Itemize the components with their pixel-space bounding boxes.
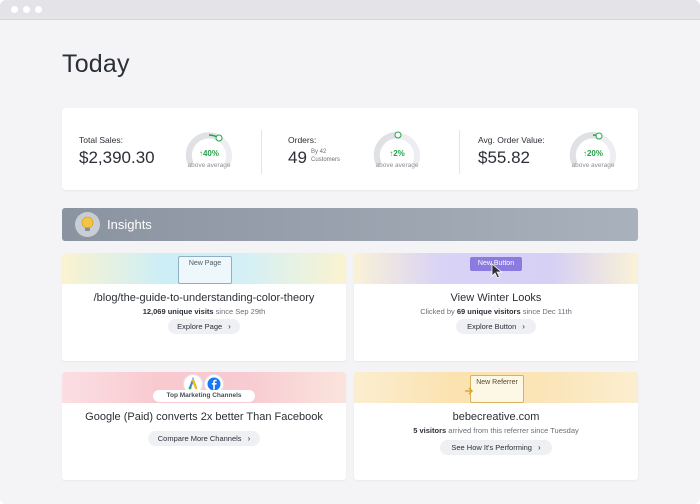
window-dot[interactable] [35, 6, 42, 13]
gauge-ring [185, 132, 232, 165]
stat-label: Orders: [288, 135, 317, 145]
gauge-percent: ↑20% [582, 149, 603, 158]
stat-label: Total Sales: [79, 135, 123, 145]
gauge: ↑20% above average [568, 130, 618, 180]
stat-sub-line: By 42 [311, 149, 327, 155]
card-banner: New Referrer [354, 372, 638, 403]
badge-top-marketing-channels: Top Marketing Channels [153, 390, 255, 402]
card-banner: New Button [354, 253, 638, 284]
page-title: Today [62, 50, 130, 78]
chevron-right-icon: › [228, 322, 231, 331]
divider [459, 130, 460, 174]
explore-page-button[interactable]: Explore Page › [168, 319, 240, 334]
arrow-right-icon [465, 387, 474, 395]
stat-label: Avg. Order Value: [478, 135, 545, 145]
arrow-up-icon: ↑ [198, 149, 203, 158]
chevron-right-icon: › [537, 443, 541, 452]
arrow-up-icon: ↑ [389, 149, 394, 158]
card-title: bebecreative.com [452, 411, 540, 423]
gauge-ring [373, 131, 420, 165]
compare-more-channels-button[interactable]: Compare More Channels › [148, 431, 260, 446]
insight-card-referrer[interactable]: New Referrer bebecreative.com 5 visitors… [354, 372, 638, 480]
stat-sub: By 42 Customers [311, 149, 340, 164]
insight-card-button[interactable]: New Button View Winter Looks Clicked by … [354, 253, 638, 361]
badge-label: New Page [188, 260, 222, 267]
stat-value: $55.82 [478, 148, 530, 167]
arrow-up-icon: ↑ [582, 149, 587, 158]
badge-label: New Button [477, 260, 515, 267]
badge-new-button: New Button [470, 257, 522, 271]
window-dot[interactable] [23, 6, 30, 13]
insight-card-page[interactable]: New Page /blog/the-guide-to-understandin… [62, 253, 346, 361]
cursor-icon [491, 263, 503, 279]
stat-sub-line: Customers [311, 156, 341, 163]
card-banner: New Page [62, 253, 346, 284]
explore-button-button[interactable]: Explore Button › [456, 319, 536, 334]
card-subtitle: 12,069 unique visits since Sep 29th [142, 307, 266, 316]
facebook-icon [204, 374, 224, 394]
badge-label: Top Marketing Channels [166, 392, 242, 399]
gauge-percent: ↑40% [198, 149, 219, 158]
badge-new-referrer: New Referrer [470, 375, 524, 403]
card-title: View Winter Looks [450, 292, 542, 304]
divider [261, 130, 262, 174]
lightbulb-icon [75, 212, 100, 237]
see-how-its-performing-button[interactable]: See How It's Performing › [440, 440, 552, 455]
window-dot[interactable] [11, 6, 18, 13]
gauge: ↑40% above average [184, 130, 234, 180]
gauge-note: above average [375, 162, 419, 169]
insights-header: Insights [62, 208, 638, 241]
gauge-ring [569, 132, 616, 165]
badge-new-page: New Page [178, 256, 232, 284]
card-banner: Top Marketing Channels [62, 372, 346, 403]
stat-orders: Orders: 49 By 42 Customers ↑2% above ave… [272, 108, 452, 190]
gauge-note: above average [187, 162, 231, 169]
card-subtitle: Clicked by 69 unique visitors since Dec … [420, 307, 572, 316]
chevron-right-icon: › [522, 322, 525, 331]
insight-card-channels[interactable]: Top Marketing Channels Google (Paid) con… [62, 372, 346, 480]
stat-avg-order-value: Avg. Order Value: $55.82 ↑20% above aver… [462, 108, 638, 190]
title-bar [0, 0, 700, 20]
stat-total-sales: Total Sales: $2,390.30 ↑40% above averag… [62, 108, 254, 190]
chevron-right-icon: › [247, 434, 251, 443]
insights-title: Insights [107, 217, 152, 232]
gauge-percent: ↑2% [389, 149, 405, 158]
card-title: /blog/the-guide-to-understanding-color-t… [93, 292, 315, 304]
card-subtitle: 5 visitors arrived from this referrer si… [413, 426, 579, 435]
gauge: ↑2% above average [372, 130, 422, 180]
gauge-note: above average [571, 162, 615, 169]
badge-label: New Referrer [476, 379, 518, 386]
google-ads-icon [183, 374, 203, 394]
stats-panel: Total Sales: $2,390.30 ↑40% above averag… [62, 108, 638, 190]
stat-value: 49 [288, 148, 307, 167]
stat-value: $2,390.30 [79, 148, 155, 167]
card-title: Google (Paid) converts 2x better Than Fa… [85, 411, 323, 423]
